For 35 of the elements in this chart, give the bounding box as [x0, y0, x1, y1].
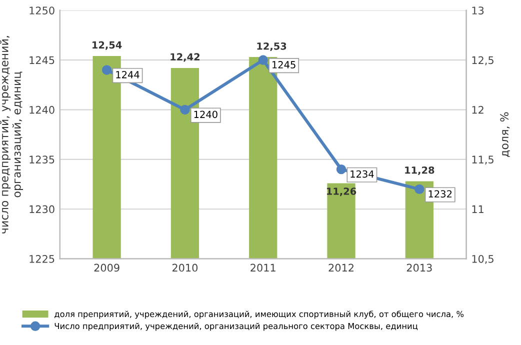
- y2-tick-label: 11,5: [472, 156, 494, 165]
- data-label: 1244: [116, 70, 140, 78]
- x-tick-label: 2009: [94, 264, 120, 272]
- y-tick-label: 1235: [30, 156, 54, 164]
- y2-tick-label: 13: [472, 6, 484, 14]
- point: [336, 164, 346, 174]
- y-tick-label: 1230: [30, 205, 54, 214]
- y-axis-title: число предприятий, учреждений, организаций, единиц: [0, 36, 23, 234]
- y-tick-label: 1225: [30, 254, 54, 263]
- x-tick-label: 2011: [250, 264, 276, 272]
- data-label: 1245: [272, 61, 296, 68]
- data-label: 1234: [350, 170, 374, 178]
- y-tick-label: 1245: [30, 56, 54, 64]
- y2-tick-label: 11: [472, 205, 484, 214]
- point: [414, 184, 424, 194]
- data-label: 1232: [428, 190, 452, 198]
- data-label: 12,53: [257, 42, 286, 52]
- y2-tick-label: 12,5: [472, 56, 494, 66]
- point: [102, 65, 112, 75]
- point: [180, 104, 190, 115]
- y2-tick-label: 12: [472, 106, 484, 114]
- y-tick-label: 1250: [30, 6, 54, 14]
- legend-label: Число предприятий, учреждений, организаций реального сектора Москвы, единиц: [54, 322, 418, 331]
- data-label: 11,28: [405, 166, 434, 176]
- x-tick-label: 2012: [328, 264, 354, 272]
- data-label: 12,42: [170, 53, 200, 62]
- point: [258, 55, 268, 65]
- legend-label: доля преприятий, учреждений, организаций, имеющих спортивный клуб, от общего числа, %: [54, 310, 464, 319]
- y-tick-label: 1240: [30, 106, 54, 114]
- x-tick-label: 2013: [406, 264, 432, 272]
- x-tick-label: 2010: [172, 264, 198, 272]
- data-label: 12,54: [92, 41, 122, 50]
- data-label: 1240: [194, 110, 218, 118]
- y2-axis-title: доля, %: [500, 112, 510, 157]
- y2-tick-label: 10,5: [472, 254, 494, 264]
